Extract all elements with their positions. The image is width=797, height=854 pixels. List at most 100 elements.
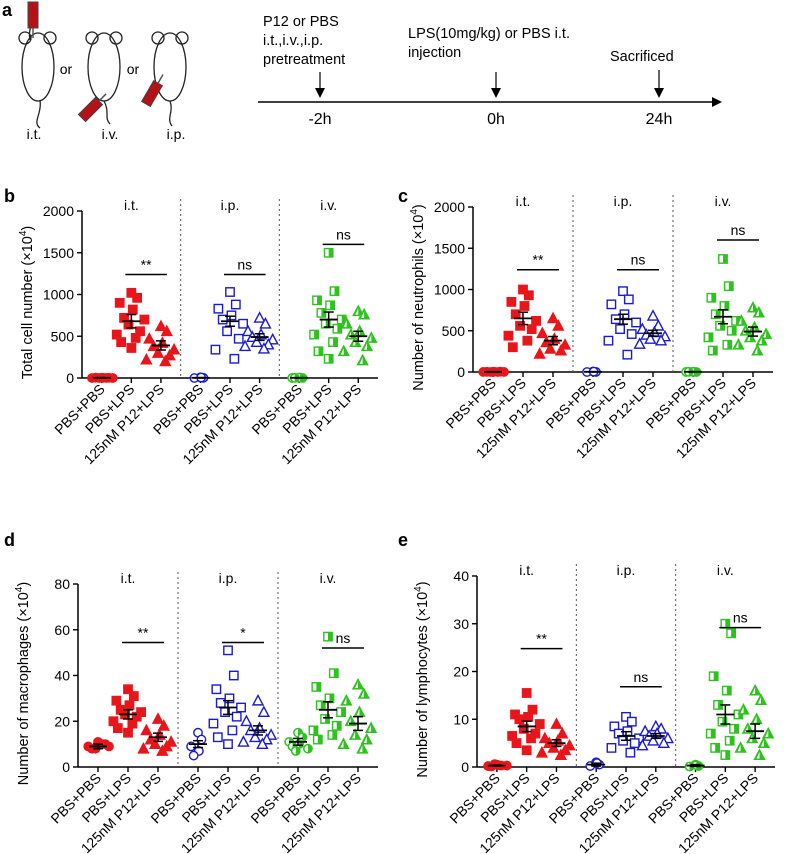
- data-point-half: [330, 287, 335, 295]
- data-point-half: [754, 347, 758, 354]
- data-point: [535, 745, 549, 758]
- data-point: [625, 747, 636, 758]
- data-point: [228, 670, 239, 681]
- data-point-half: [326, 301, 331, 309]
- data-point: [554, 343, 568, 356]
- data-point: [715, 320, 725, 331]
- data-point: [726, 628, 737, 639]
- data-point-half: [752, 687, 756, 694]
- y-tick-label: 1500: [434, 240, 465, 256]
- data-point-half: [368, 334, 372, 342]
- y-tick-label: 40: [54, 668, 70, 684]
- data-point: [550, 717, 563, 729]
- data-point: [151, 712, 165, 724]
- data-point-half: [285, 738, 290, 746]
- data-point-half: [737, 744, 741, 752]
- data-point: [231, 711, 242, 722]
- data-point: [154, 319, 168, 332]
- y-tick-label: 0: [457, 364, 465, 380]
- data-point-half: [355, 681, 358, 689]
- data-point: [123, 684, 133, 695]
- significance-label: ns: [336, 630, 351, 646]
- data-point-half: [333, 325, 338, 333]
- panel-b-label: b: [4, 186, 15, 206]
- data-point: [160, 324, 173, 337]
- data-point: [547, 741, 560, 753]
- data-point: [518, 723, 529, 734]
- data-point: [526, 324, 537, 334]
- mouse-ip-icon: [151, 31, 189, 127]
- panel-d-chart: d 0 20 40 60 80 Number of macrophages (×104) i.…: [4, 530, 378, 854]
- data-point-half: [720, 302, 725, 310]
- data-point: [710, 743, 721, 753]
- data-point: [646, 734, 660, 746]
- data-point: [111, 695, 122, 706]
- data-point-half: [711, 744, 716, 752]
- data-point: [631, 317, 641, 328]
- data-point: [139, 314, 150, 325]
- event-1-time: -2h: [308, 111, 331, 128]
- y-tick-label: 2000: [43, 203, 74, 219]
- y-axis-label: Number of macrophages (×104): [14, 582, 32, 785]
- data-point-half: [294, 729, 298, 737]
- data-point: [248, 730, 262, 743]
- data-point-half: [355, 308, 359, 315]
- data-point: [112, 723, 123, 734]
- significance-label: ns: [237, 256, 252, 272]
- group-title-i.t.: i.t.: [516, 193, 531, 209]
- data-point: [312, 734, 323, 745]
- data-point: [241, 324, 255, 337]
- data-point: [544, 342, 557, 354]
- data-point: [140, 352, 153, 365]
- data-point: [521, 688, 532, 698]
- data-point: [259, 317, 272, 329]
- y-tick-label: 40: [453, 568, 469, 584]
- significance-label: **: [141, 256, 152, 272]
- data-point: [148, 737, 162, 750]
- data-point-half: [721, 751, 726, 759]
- y-axis-label: Number of lymphocytes (×104): [413, 581, 431, 777]
- data-point: [127, 718, 138, 729]
- data-point: [140, 723, 153, 736]
- significance-label: ns: [631, 252, 646, 268]
- significance-label: **: [536, 631, 547, 647]
- data-point-half: [723, 341, 728, 349]
- data-point: [554, 748, 567, 760]
- data-point: [238, 339, 252, 352]
- data-point: [227, 725, 238, 736]
- y-axis-label: Number of neutrophils (×104): [409, 204, 427, 391]
- data-point: [188, 750, 199, 761]
- data-point-half: [356, 708, 360, 716]
- event-1-line-2: i.t.,i.v.,i.p.: [263, 33, 323, 49]
- panel-b-chart: b 0 500 1000 1500 2000 Total cell number (×104…: [4, 186, 378, 467]
- data-point: [521, 745, 532, 756]
- data-point: [257, 342, 271, 354]
- data-point-half: [758, 337, 762, 345]
- data-point: [622, 349, 633, 360]
- data-point: [515, 320, 525, 331]
- data-point-half: [709, 347, 713, 355]
- data-point-half: [309, 726, 314, 734]
- significance-label: *: [240, 625, 246, 641]
- data-point: [238, 318, 248, 329]
- significance-label: **: [138, 625, 149, 641]
- or-label-1: or: [60, 61, 73, 77]
- data-point-half: [732, 317, 737, 325]
- data-point: [226, 310, 237, 321]
- data-point-half: [324, 633, 328, 641]
- data-point-half: [337, 708, 342, 716]
- data-point: [657, 736, 670, 749]
- data-point: [644, 332, 657, 344]
- data-point: [720, 750, 731, 760]
- data-point: [250, 335, 263, 347]
- significance-label: ns: [731, 222, 746, 238]
- data-point-half: [742, 327, 746, 335]
- data-point-half: [368, 724, 372, 732]
- data-point: [523, 290, 534, 301]
- data-point-half: [707, 294, 712, 302]
- data-point-half: [313, 296, 318, 304]
- y-tick-label: 80: [54, 576, 70, 592]
- data-point: [212, 732, 223, 743]
- data-point-half: [314, 736, 318, 744]
- data-point-half: [322, 320, 326, 328]
